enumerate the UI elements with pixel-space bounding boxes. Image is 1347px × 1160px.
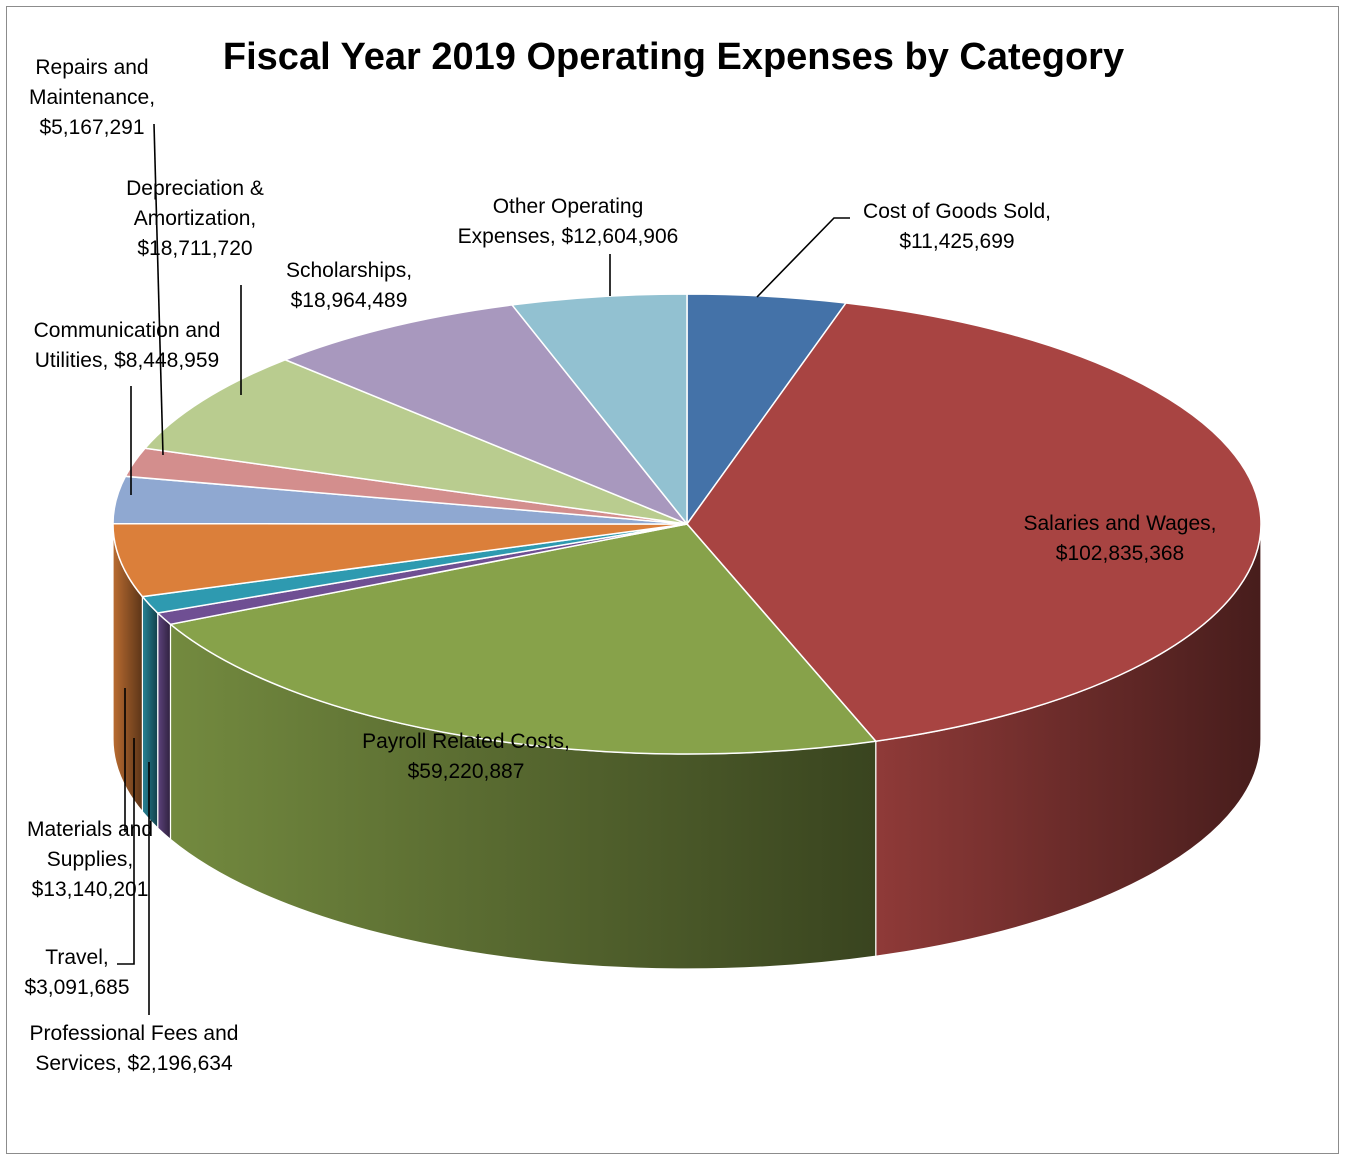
pie-side-travel xyxy=(141,594,159,830)
pie-slice-payroll-related-costs xyxy=(168,523,878,755)
pie-slice-depreciation-amortization xyxy=(143,358,688,525)
data-label-communication-and-utilities: Communication and Utilities, $8,448,959 xyxy=(34,319,221,372)
leader-line-repairs-and-maintenance xyxy=(153,123,164,456)
data-label-depreciation-amortization: Depreciation & Amortization, $18,711,720 xyxy=(126,177,264,260)
pie-slice-cost-of-goods-sold xyxy=(686,293,848,527)
pie-slice-salaries-and-wages xyxy=(686,302,1262,743)
data-label-professional-fees-and-services: Professional Fees and Services, $2,196,63… xyxy=(30,1022,239,1075)
data-labels: Cost of Goods Sold, $11,425,699 Salaries a… xyxy=(24,56,1216,1075)
data-label-materials-and-supplies: Materials and Supplies, $13,140,201 xyxy=(27,818,153,901)
pie-slice-other-operating-expenses xyxy=(510,293,688,527)
leader-line-travel xyxy=(117,738,135,965)
pie-slice-materials-and-supplies xyxy=(112,522,688,598)
data-label-cost-of-goods-sold: Cost of Goods Sold, $11,425,699 xyxy=(863,200,1051,253)
chart-title: Fiscal Year 2019 Operating Expenses by C… xyxy=(222,36,1125,78)
data-label-repairs-and-maintenance: Repairs and Maintenance, $5,167,291 xyxy=(29,56,155,139)
data-label-payroll-related-costs: Payroll Related Costs, $59,220,887 xyxy=(362,730,570,783)
leader-lines xyxy=(117,123,850,1015)
pie-side-walls xyxy=(112,523,1262,970)
pie-slice-scholarships xyxy=(283,304,690,526)
pie-side-professional-fees-and-services xyxy=(157,611,172,841)
data-label-scholarships: Scholarships, $18,964,489 xyxy=(286,259,412,312)
data-label-other-operating-expenses: Other Operating Expenses, $12,604,906 xyxy=(458,195,679,248)
pie-top-faces xyxy=(112,293,1262,755)
leader-line-cost-of-goods-sold xyxy=(756,217,850,298)
chart-title-wrap: Fiscal Year 2019 Operating Expenses by C… xyxy=(0,36,1347,79)
data-label-salaries-and-wages: Salaries and Wages, $102,835,368 xyxy=(1024,512,1217,565)
data-label-travel: Travel, $3,091,685 xyxy=(24,946,129,999)
